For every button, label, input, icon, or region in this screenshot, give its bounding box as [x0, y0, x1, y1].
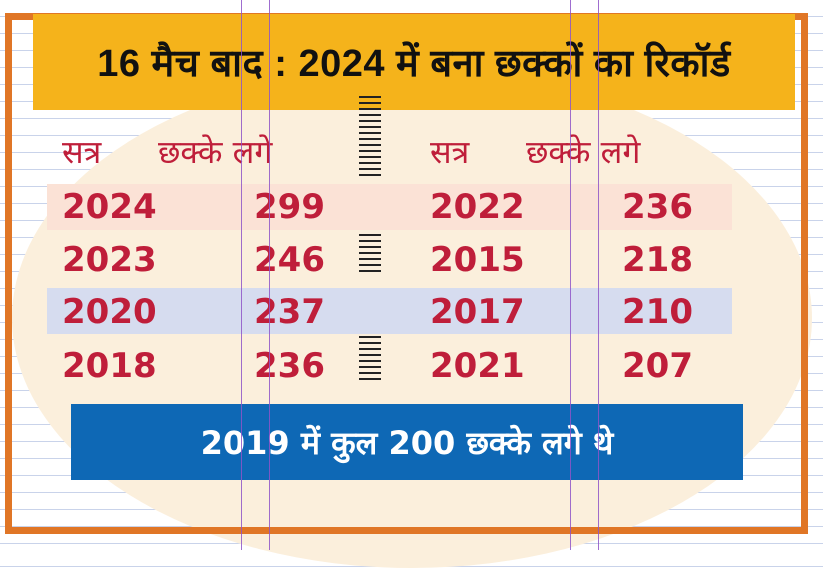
row-highlight-pink: [47, 184, 732, 230]
table-cell-sixes: 236: [254, 346, 325, 386]
page-title: 16 मैच बाद : 2024 में बना छक्कों का रिकॉ…: [97, 43, 731, 85]
table-cell-season: 2024: [62, 187, 157, 227]
right-header-season: सत्र: [430, 133, 470, 171]
guide-line: [269, 0, 270, 550]
guide-line: [570, 0, 571, 550]
table-cell-sixes: 210: [622, 292, 693, 332]
guide-line: [241, 0, 242, 550]
column-divider: [359, 336, 381, 384]
table-cell-season: 2018: [62, 346, 157, 386]
footer-note: 2019 में कुल 200 छक्के लगे थे: [200, 423, 614, 462]
table-cell-sixes: 236: [622, 187, 693, 227]
guide-line: [598, 0, 599, 550]
right-header-sixes: छक्के लगे: [526, 133, 641, 171]
table-cell-sixes: 218: [622, 240, 693, 280]
left-header-sixes: छक्के लगे: [158, 133, 273, 171]
title-banner: 16 मैच बाद : 2024 में बना छक्कों का रिकॉ…: [33, 14, 795, 110]
table-cell-sixes: 299: [254, 187, 325, 227]
table-cell-sixes: 207: [622, 346, 693, 386]
table-cell-season: 2015: [430, 240, 525, 280]
column-divider: [359, 96, 381, 180]
table-cell-season: 2020: [62, 292, 157, 332]
table-cell-season: 2017: [430, 292, 525, 332]
table-cell-sixes: 246: [254, 240, 325, 280]
column-divider: [359, 234, 381, 276]
table-cell-season: 2022: [430, 187, 525, 227]
left-header-season: सत्र: [62, 133, 102, 171]
table-cell-sixes: 237: [254, 292, 325, 332]
table-cell-season: 2023: [62, 240, 157, 280]
row-highlight-blue: [47, 288, 732, 334]
table-cell-season: 2021: [430, 346, 525, 386]
footer-banner: 2019 में कुल 200 छक्के लगे थे: [71, 404, 743, 480]
